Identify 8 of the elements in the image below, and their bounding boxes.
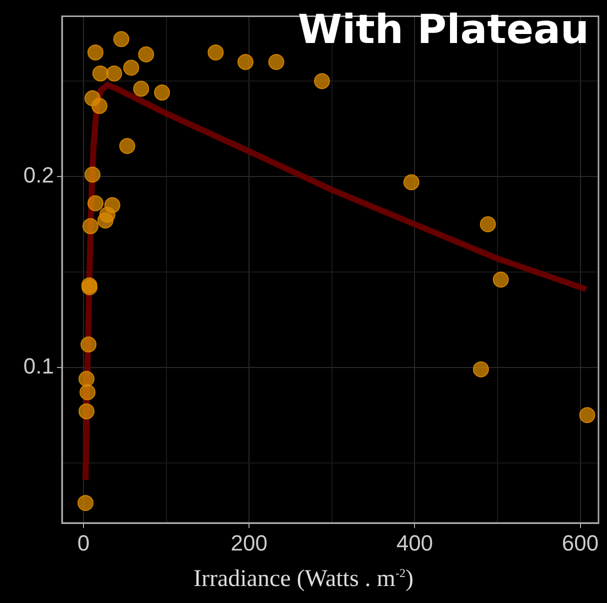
x-tick-label: 200 <box>230 530 268 556</box>
y-tick-label: 0.2 <box>23 162 54 188</box>
chart-title: With Plateau <box>298 7 589 53</box>
x-tick-label: 600 <box>562 530 599 556</box>
x-tick-label: 0 <box>77 530 90 556</box>
y-tick-label: 0.1 <box>23 353 54 378</box>
x-tick-label: 400 <box>396 530 434 556</box>
x-axis-title: Irradiance (Watts . m$^{-2}$) <box>192 566 414 593</box>
